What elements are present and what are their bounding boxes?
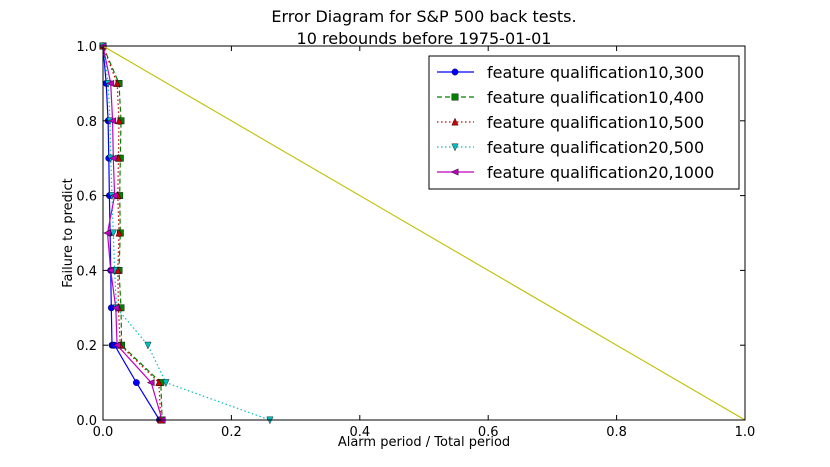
series-line-3	[102, 45, 162, 421]
series-5-point	[146, 379, 155, 387]
series-4-point	[109, 229, 117, 238]
series-3-point	[155, 378, 163, 386]
series-line-6	[102, 45, 746, 421]
y-tick-label: 0.8	[76, 115, 97, 130]
y-axis-label: Failure to predict	[61, 178, 76, 288]
plot-frame	[102, 45, 746, 421]
x-tick-label: 1.0	[735, 425, 756, 440]
legend-marker	[451, 117, 459, 126]
legend-marker	[451, 143, 459, 152]
legend: feature qualification10,300 feature quali…	[428, 55, 740, 190]
series-3-point	[114, 153, 122, 162]
x-axis-label: Alarm period / Total period	[338, 435, 510, 450]
series-5-point	[103, 229, 111, 237]
plot-area	[98, 41, 746, 425]
series-5-point	[106, 266, 115, 274]
x-tick-label: 0.2	[221, 425, 242, 440]
y-tick-label: 0.2	[76, 339, 97, 354]
legend-label: feature qualification10,300	[487, 63, 704, 82]
chart-title: Error Diagram for S&P 500 back tests.	[271, 7, 576, 26]
x-tick-label: 0.6	[478, 425, 499, 440]
series-5-point	[110, 192, 118, 200]
x-tick-label: 0.4	[349, 425, 370, 440]
y-tick-label: 0.0	[76, 414, 97, 429]
series-1-point	[132, 379, 140, 386]
legend-label: feature qualification10,400	[487, 88, 704, 107]
series-5-point	[111, 304, 120, 312]
legend-box	[428, 55, 740, 190]
legend-label: feature qualification10,500	[487, 113, 704, 132]
x-tick-label: 0.8	[606, 425, 627, 440]
series-line-4	[102, 45, 271, 421]
chart-subtitle: 10 rebounds before 1975-01-01	[297, 29, 552, 48]
series-3-point	[113, 79, 121, 87]
series-4-point	[144, 341, 152, 350]
series-line-2	[102, 45, 163, 421]
legend-label: feature qualification20,1000	[487, 163, 714, 182]
y-tick-label: 0.4	[76, 264, 97, 279]
legend-label: feature qualification20,500	[487, 138, 704, 157]
legend-marker	[451, 93, 459, 101]
series-3-point	[115, 228, 123, 237]
axes: 0.0 0.2 0.4 0.6 0.8 1.0 0.0 0.2 0.4 0.6 0.8 1.0	[76, 40, 755, 440]
series-5-point	[108, 154, 117, 162]
series-5-point	[106, 79, 115, 87]
y-tick-label: 0.6	[76, 190, 97, 205]
legend-marker	[450, 168, 459, 176]
series-5-point	[108, 117, 117, 125]
series-5-point	[112, 341, 121, 349]
x-tick-label: 0.0	[93, 425, 114, 440]
series-4-point	[162, 379, 170, 387]
series-3-point	[115, 116, 123, 125]
legend-marker	[451, 68, 459, 76]
y-tick-label: 1.0	[76, 40, 97, 55]
